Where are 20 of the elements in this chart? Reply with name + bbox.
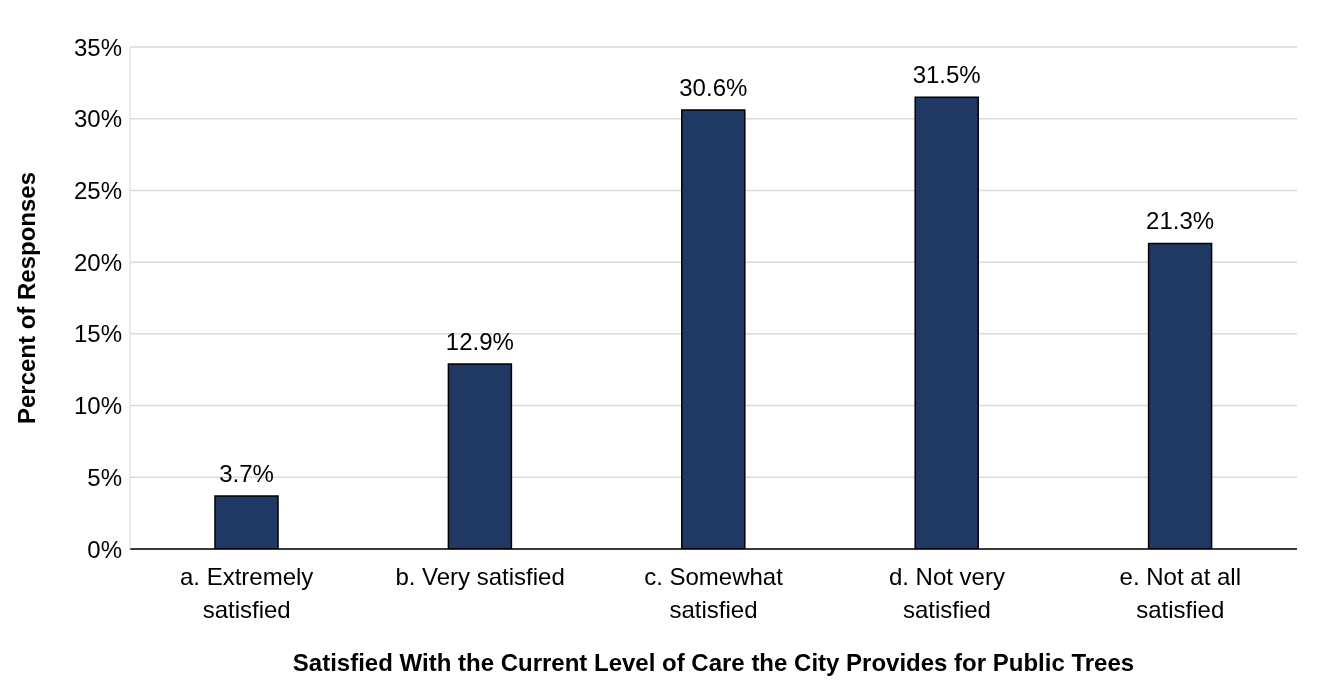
data-label: 30.6%	[679, 74, 748, 102]
data-label: 12.9%	[445, 327, 514, 355]
x-tick-label: c. Somewhat satisfied	[644, 563, 784, 623]
x-tick-label: e. Not at all satisfied	[1119, 563, 1241, 623]
y-tick-label: 20%	[73, 248, 122, 276]
x-axis-title: Satisfied With the Current Level of Care the City Provides for Public Trees	[292, 649, 1135, 676]
y-tick-label: 15%	[73, 320, 122, 348]
y-tick-label: 0%	[87, 535, 122, 563]
y-tick-label: 10%	[73, 392, 122, 420]
data-label: 3.7%	[219, 459, 274, 487]
y-tick-label: 35%	[73, 33, 122, 61]
data-label: 31.5%	[912, 61, 981, 89]
x-tick-label: d. Not very satisfied	[888, 563, 1005, 623]
y-tick-label: 25%	[73, 176, 122, 204]
y-tick-label: 5%	[87, 463, 122, 491]
y-tick-label: 30%	[73, 105, 122, 133]
x-tick-label: a. Extremely satisfied	[180, 563, 314, 623]
x-tick-label: b. Very satisfied	[395, 563, 565, 590]
data-label: 21.3%	[1146, 207, 1215, 235]
y-axis-title: Percent of Responses	[12, 171, 40, 425]
